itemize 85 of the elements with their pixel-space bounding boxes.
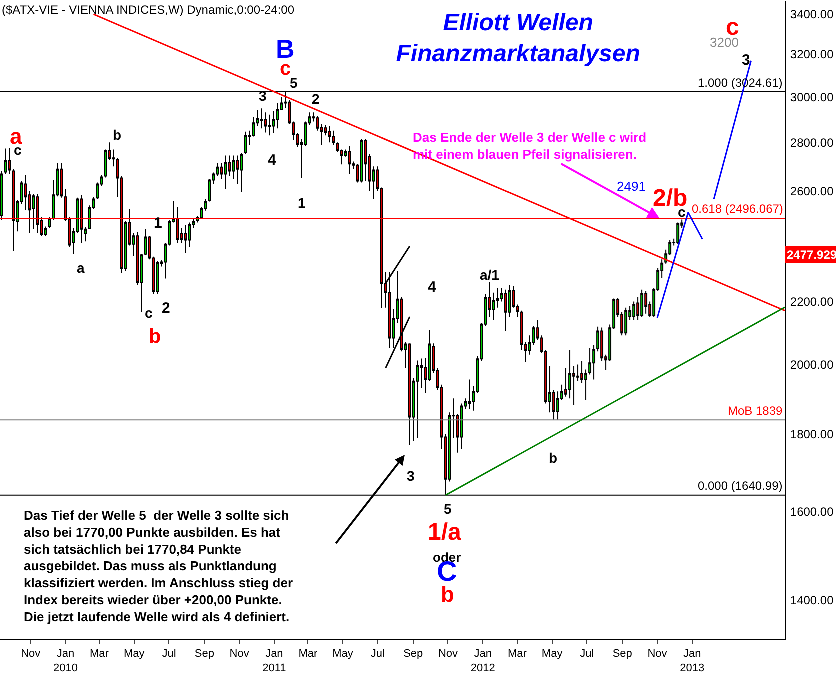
- annotation: 2: [312, 91, 320, 107]
- x-tick-label: Nov: [438, 648, 459, 660]
- annotation: 4: [268, 152, 277, 169]
- annotation: a: [10, 124, 23, 149]
- candlestick: [676, 222, 680, 245]
- y-tick-label: 2800.00: [790, 136, 834, 150]
- y-tick-label: 1400.00: [790, 593, 834, 608]
- candlestick: [12, 168, 16, 252]
- y-tick-label: 1800.00: [790, 427, 834, 442]
- candlestick: [156, 260, 160, 295]
- candlestick: [332, 130, 336, 146]
- candlestick: [264, 112, 268, 134]
- candlestick: [468, 379, 472, 410]
- candlestick: [624, 307, 628, 336]
- candlestick: [632, 301, 636, 321]
- x-tick-label: Sep: [612, 648, 632, 660]
- candlestick: [592, 344, 596, 380]
- x-tick-label: Mar: [90, 648, 110, 660]
- annotation: a/1: [480, 267, 500, 283]
- y-tick-label: 2000.00: [790, 358, 834, 372]
- annotation: 1: [298, 195, 306, 211]
- annotation: 1: [154, 215, 162, 232]
- candlestick: [504, 289, 508, 332]
- candlestick: [260, 108, 264, 130]
- text: Elliott Wellen Finanzmarktanalysen: [396, 9, 640, 68]
- candlestick: [8, 148, 12, 174]
- x-tick-label: Jan 2013: [680, 648, 705, 674]
- candlestick: [348, 146, 352, 175]
- annotation: 3: [407, 468, 415, 484]
- annotation: 4: [428, 279, 437, 296]
- x-tick-label: May: [332, 648, 354, 660]
- annotation: b: [149, 326, 162, 348]
- annotation: 5: [290, 75, 298, 91]
- ref-line-label: 0.000 (1640.99): [698, 479, 783, 493]
- candlestick: [4, 148, 8, 174]
- y-tick-label: 2200.00: [790, 295, 834, 309]
- candlestick: [588, 348, 592, 376]
- x-tick-label: Nov: [21, 648, 42, 660]
- y-tick-label: 3000.00: [790, 90, 834, 104]
- annotation: 1/a: [428, 519, 462, 546]
- candlestick: [644, 290, 648, 314]
- annotation: b: [113, 127, 122, 143]
- x-tick-label: May: [542, 648, 564, 660]
- annotation: 2491: [617, 179, 646, 194]
- annotation: 5: [444, 501, 452, 517]
- annotation: c: [145, 305, 153, 321]
- candlestick: [32, 194, 36, 230]
- x-tick-label: Mar: [298, 648, 318, 660]
- ref-line-label: 0.618 (2496.067): [692, 202, 784, 216]
- candlestick: [184, 224, 188, 254]
- x-tick-label: Jul: [370, 648, 385, 660]
- candlestick: [360, 138, 364, 184]
- candlestick: [408, 343, 412, 446]
- y-tick-label: 3200.00: [790, 48, 834, 62]
- annotation: a: [77, 260, 85, 276]
- y-tick-label: 2600.00: [790, 184, 834, 199]
- x-tick-label: Sep: [194, 648, 214, 660]
- annotation: 3: [742, 52, 750, 69]
- x-tick-label: Sep: [404, 648, 424, 660]
- x-tick-label: May: [124, 648, 146, 660]
- candlestick: [224, 155, 228, 190]
- candlestick: [328, 126, 332, 144]
- annotation: 2: [162, 300, 170, 317]
- candlestick: [244, 131, 248, 156]
- candlestick: [240, 152, 244, 193]
- x-tick-label: Jan 2011: [262, 648, 286, 674]
- ref-line-label: MoB 1839: [728, 404, 784, 418]
- candlestick: [640, 289, 644, 318]
- chart-subtitle: ($ATX-VIE - VIENNA INDICES,W) Dynamic,0:00-24:00: [2, 3, 295, 17]
- candlestick: [80, 194, 84, 244]
- x-tick-label: Jul: [162, 648, 176, 660]
- y-tick-label: 3400.00: [790, 8, 834, 22]
- x-tick-label: Jan 2010: [54, 648, 78, 674]
- x-tick-label: Nov: [230, 648, 250, 660]
- annotation: b: [549, 450, 558, 466]
- y-tick-label: 1600.00: [790, 505, 834, 520]
- x-tick-label: Mar: [508, 648, 528, 660]
- candlestick: [268, 114, 272, 136]
- candlestick: [0, 171, 4, 221]
- x-tick-label: Jul: [580, 648, 594, 660]
- annotation: b: [441, 582, 454, 607]
- x-tick-label: Nov: [648, 648, 668, 660]
- candlestick: [416, 360, 420, 438]
- x-tick-label: Jan 2012: [470, 648, 496, 674]
- annotation: Das Tief der Welle 5 der Welle 3 sollte sich also bei 1770,00 Punkte ausbilden. Es hat sich tatsächlich bei 1770,84 Punkte ausgebildet. Das muss als Punktlandung klassifiziert werden. Im Anschluss stieg der Index bereits wieder über +200,00 Punkte. Die jetzt laufende Welle wird als 4 definiert.: [24, 508, 294, 624]
